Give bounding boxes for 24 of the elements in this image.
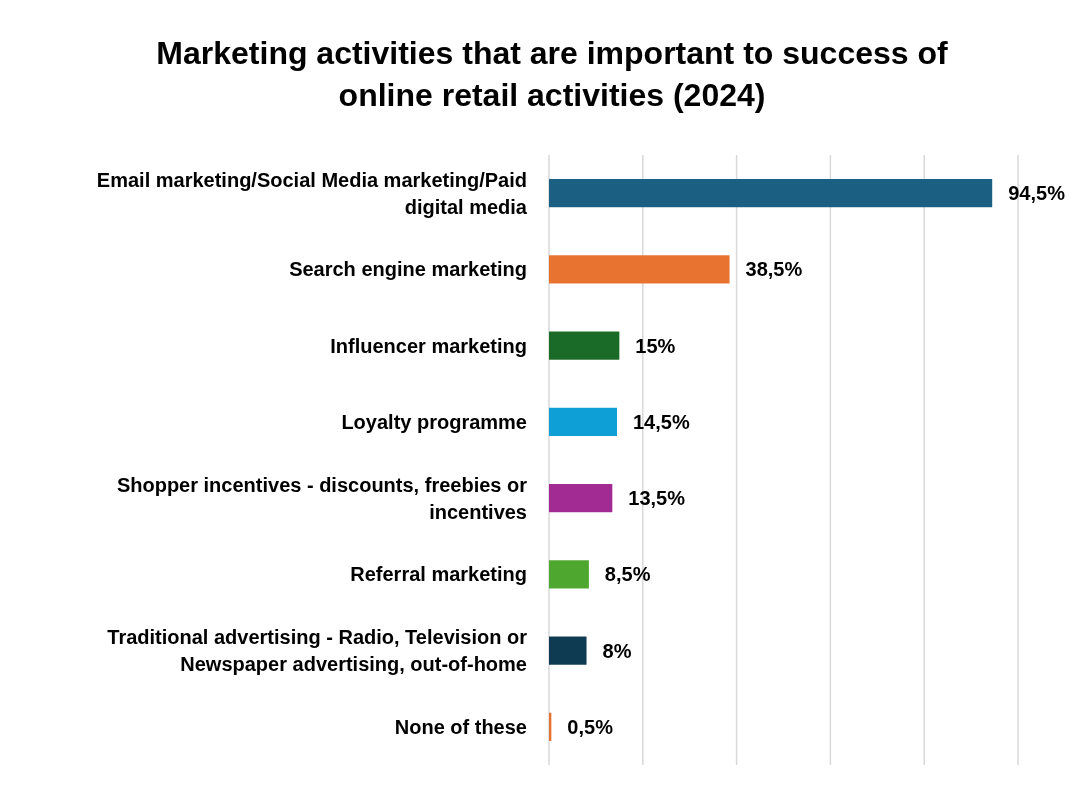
y-tick-label: Loyalty programme [341,410,527,433]
bar [549,407,618,436]
data-label: 8,5% [604,563,651,586]
data-label: 38,5% [745,258,803,281]
bar [549,179,993,208]
y-tick-label: Traditional advertising - Radio, Television or Newspaper advertising, out-of-home [107,626,528,676]
bar [549,636,587,665]
bar [549,484,613,513]
data-label: 0,5% [567,715,614,738]
y-tick-label: Influencer marketing [330,334,527,357]
data-label: 14,5% [633,410,690,433]
y-tick-label: Search engine marketing [289,258,527,281]
bar [549,331,620,360]
data-label: 15% [635,334,676,357]
y-tick-label: Email marketing/Social Media marketing/Paid digital media [96,168,528,218]
bar [549,560,589,589]
y-tick-label: Shopper incentives - discounts, freebies or incentives [116,473,528,523]
chart-title: Marketing activities that are important to success of online retail activities (2024) [156,35,949,113]
data-label: 94,5% [1008,182,1066,205]
y-tick-label: None of these [394,715,527,738]
y-tick-label: Referral marketing [350,563,527,586]
bar [549,255,730,284]
data-label: 13,5% [628,487,686,510]
data-label: 8% [602,639,632,662]
